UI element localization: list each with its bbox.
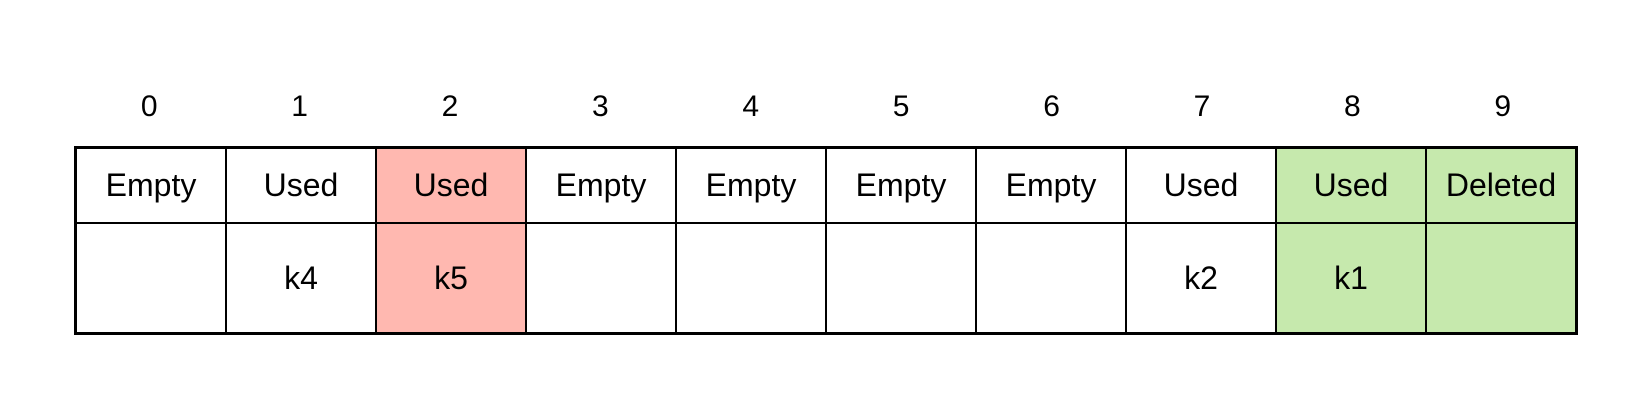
key-row: k4 k5 k2 k1 [77,224,1575,332]
slot-status: Empty [77,149,227,222]
slot-index: 0 [140,90,158,123]
hash-table-diagram: 0 1 2 3 4 5 6 7 8 9 Empty Used Used Empt… [74,82,1578,335]
hash-table: Empty Used Used Empty Empty Empty Empty … [74,146,1578,335]
slot-index: 4 [742,90,760,123]
slot-index: 7 [1193,90,1211,123]
slot-index: 3 [592,90,609,123]
slot-key [1427,224,1575,332]
slot-index: 8 [1343,90,1361,123]
slot-key: k5 [377,224,527,332]
slot-status: Empty [677,149,827,222]
slot-status: Used [1127,149,1277,222]
slot-index: 1 [291,90,308,123]
status-row: Empty Used Used Empty Empty Empty Empty … [77,149,1575,224]
slot-status: Used [1277,149,1427,222]
slot-status: Empty [827,149,977,222]
slot-status: Used [227,149,377,222]
slot-key: k1 [1277,224,1427,332]
slot-index: 2 [441,90,459,123]
slot-index: 6 [1043,90,1060,123]
slot-index: 5 [892,90,910,123]
slot-key: k4 [227,224,377,332]
slot-key [527,224,677,332]
slot-status: Empty [527,149,677,222]
slot-status: Empty [977,149,1127,222]
slot-index: 9 [1494,90,1512,123]
slot-key [77,224,227,332]
slot-key [977,224,1127,332]
slot-status: Deleted [1427,149,1575,222]
slot-key [677,224,827,332]
index-row: 0 1 2 3 4 5 6 7 8 9 [74,82,1578,146]
slot-key [827,224,977,332]
slot-status: Used [377,149,527,222]
slot-key: k2 [1127,224,1277,332]
